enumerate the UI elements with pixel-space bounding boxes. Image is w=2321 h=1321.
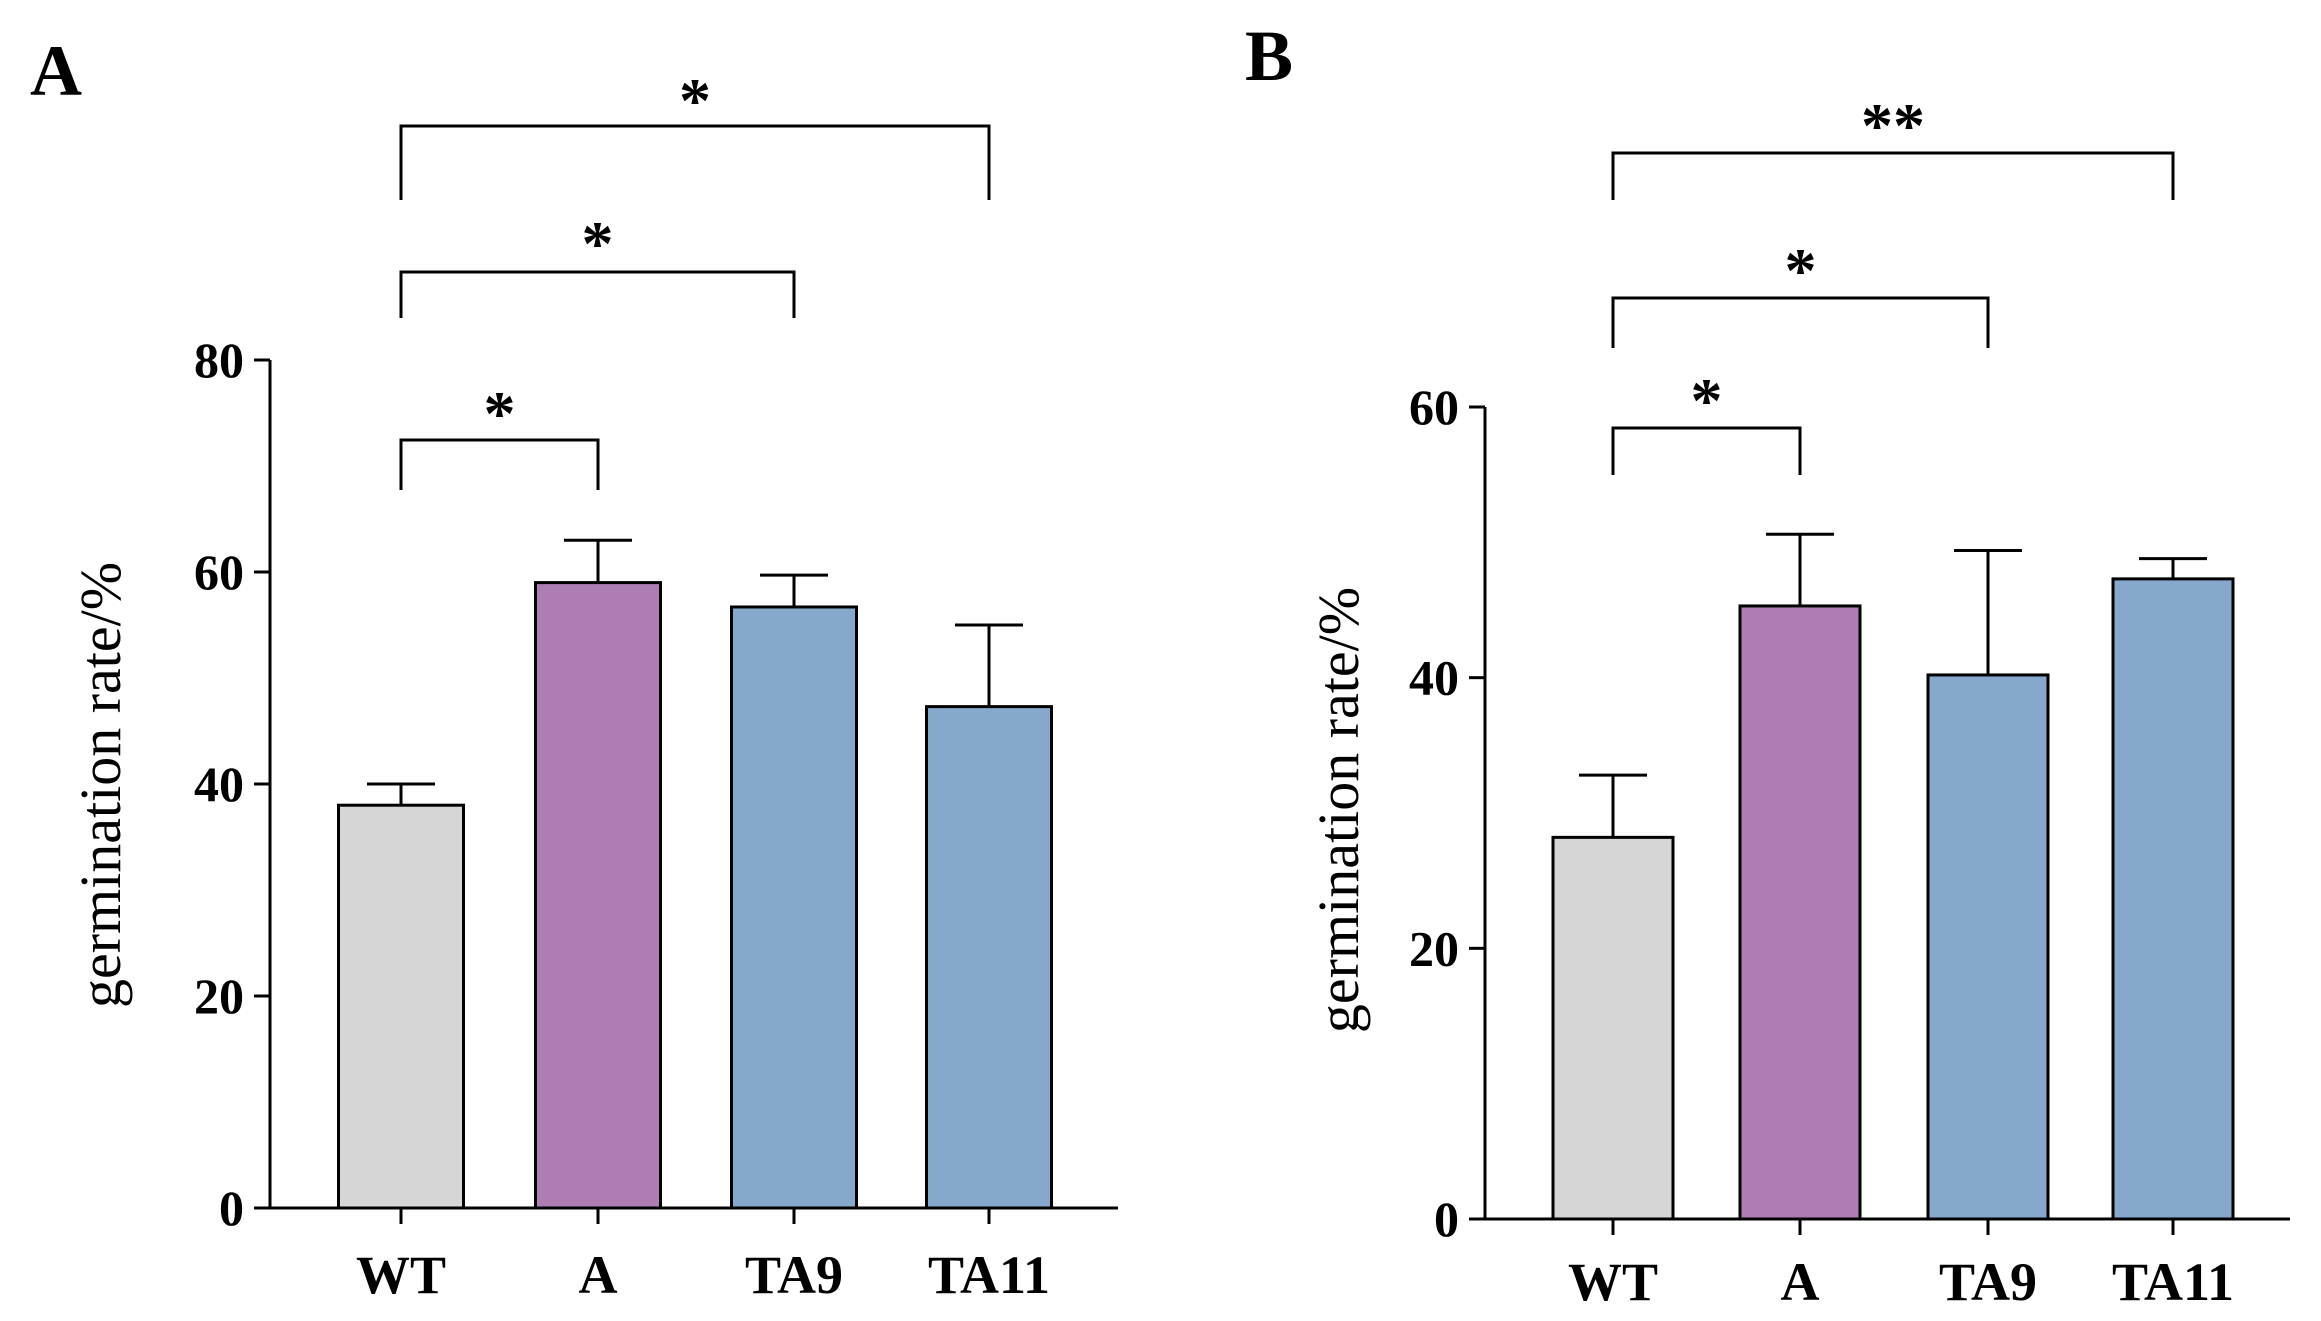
bar-wt xyxy=(1551,835,1675,1221)
significance-label: ** xyxy=(1861,90,1925,161)
y-axis-title: germination rate/% xyxy=(68,562,133,1008)
y-tick-label: 40 xyxy=(194,756,244,812)
bar-ta11 xyxy=(2111,577,2235,1221)
y-tick-label: 0 xyxy=(1434,1191,1459,1247)
bar-ta9 xyxy=(730,605,858,1210)
significance-label: * xyxy=(1691,365,1723,436)
x-tick-label: A xyxy=(579,1245,618,1305)
x-tick-label: TA11 xyxy=(2112,1252,2234,1312)
significance-bracket xyxy=(1611,296,1990,348)
y-tick-label: 40 xyxy=(1409,650,1459,706)
y-tick-label: 0 xyxy=(219,1180,244,1236)
x-tick-label: A xyxy=(1781,1252,1820,1312)
bar-ta9 xyxy=(1926,673,2050,1221)
significance-label: * xyxy=(582,208,614,279)
significance-bracket xyxy=(399,270,796,318)
y-tick-label: 60 xyxy=(194,544,244,600)
significance-bracket xyxy=(1611,151,2175,200)
y-tick-label: 20 xyxy=(194,968,244,1024)
significance-label: * xyxy=(679,65,711,136)
y-tick-label: 60 xyxy=(1409,379,1459,435)
bar-a xyxy=(534,581,662,1210)
x-tick-label: WT xyxy=(356,1245,446,1305)
x-tick-label: TA9 xyxy=(1939,1252,2037,1312)
significance-bracket xyxy=(399,124,991,200)
x-tick-label: TA9 xyxy=(745,1245,843,1305)
y-axis-title: germination rate/% xyxy=(1306,587,1371,1033)
bar-ta11 xyxy=(925,705,1053,1210)
y-tick-label: 20 xyxy=(1409,920,1459,976)
y-tick-label: 80 xyxy=(194,332,244,388)
panel-letter: B xyxy=(1245,16,1293,96)
panel-a: A 0 20 40 60 80 germination rate/% WT A TA9 TA11 * *… xyxy=(30,31,1118,1305)
significance-bracket xyxy=(399,438,600,490)
significance-bracket xyxy=(1611,426,1802,475)
x-tick-label: WT xyxy=(1568,1252,1658,1312)
x-tick-label: TA11 xyxy=(928,1245,1050,1305)
panel-letter: A xyxy=(30,31,82,111)
bar-wt xyxy=(337,803,465,1210)
significance-label: * xyxy=(1785,235,1817,306)
bar-a xyxy=(1738,604,1862,1221)
significance-label: * xyxy=(484,378,516,449)
